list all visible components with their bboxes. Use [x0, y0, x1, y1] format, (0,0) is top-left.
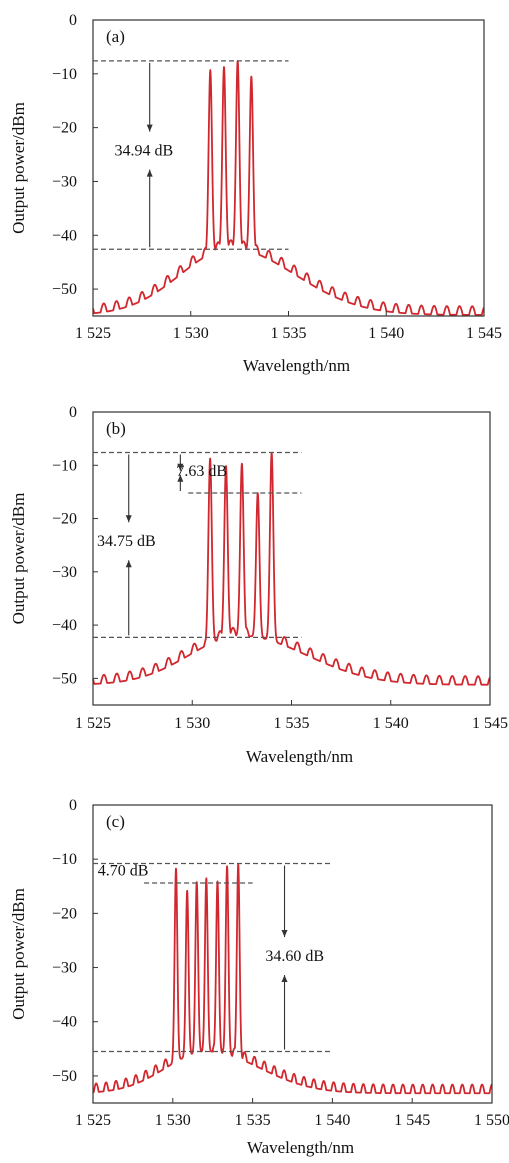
x-tick-label: 1 545	[472, 715, 508, 732]
panel-label: (c)	[106, 812, 125, 831]
x-tick-label: 1 525	[75, 325, 111, 342]
x-tick-label: 1 535	[274, 715, 310, 732]
x-tick-label: 1 545	[394, 1112, 430, 1129]
x-tick-label: 1 530	[155, 1112, 191, 1129]
y-tick-label: −50	[52, 670, 77, 687]
y-tick-label: 0	[69, 797, 77, 814]
y-tick-label: −20	[52, 120, 77, 137]
y-tick-label: 0	[69, 12, 77, 29]
plot-frame	[92, 411, 491, 706]
x-tick-label: 1 540	[373, 715, 409, 732]
annotation-arrow-down-head	[125, 515, 132, 523]
y-tick-label: −10	[52, 66, 77, 83]
x-axis-label: Wavelength/nm	[243, 356, 350, 375]
x-axis-label: Wavelength/nm	[246, 747, 353, 766]
spectrum-line	[92, 60, 485, 316]
y-axis-label: Output power/dBm	[9, 888, 28, 1020]
chart-panel-2: 1 525 1 530 1 535 1 540 1 545 1 550 0 −10 −20 −30…	[9, 797, 509, 1157]
x-tick-label: 1 540	[368, 325, 404, 342]
panel-label: (a)	[106, 27, 125, 46]
annotation-arrow-down-head	[281, 930, 288, 938]
x-tick-label: 1 550	[474, 1112, 509, 1129]
annotation-label: 34.94 dB	[115, 143, 174, 160]
x-tick-label: 1 540	[314, 1112, 350, 1129]
y-tick-label: −40	[52, 1014, 77, 1031]
panel-label: (b)	[106, 419, 126, 438]
y-tick-label: −50	[52, 281, 77, 298]
y-tick-label: −20	[52, 905, 77, 922]
annotation-label: 34.60 dB	[265, 948, 324, 965]
x-tick-label: 1 525	[75, 715, 111, 732]
x-tick-label: 1 530	[173, 325, 209, 342]
x-axis-label: Wavelength/nm	[247, 1138, 354, 1157]
plot-frame	[92, 804, 493, 1104]
spectrum-line	[92, 452, 491, 686]
y-axis-label: Output power/dBm	[9, 493, 28, 625]
x-tick-label: 1 535	[271, 325, 307, 342]
y-tick-label: −10	[52, 457, 77, 474]
annotation-arrow-up-head	[125, 560, 132, 568]
y-tick-label: −10	[52, 851, 77, 868]
y-tick-label: −50	[52, 1068, 77, 1085]
y-tick-label: −40	[52, 617, 77, 634]
y-tick-label: −40	[52, 227, 77, 244]
y-tick-label: −20	[52, 511, 77, 528]
annotation-arrow-down-head	[177, 463, 184, 471]
annotation-label: 4.70 dB	[98, 862, 149, 879]
annotation-label: 34.75 dB	[97, 533, 156, 550]
y-tick-label: 0	[69, 404, 77, 421]
x-tick-label: 1 525	[75, 1112, 111, 1129]
annotation-arrow-up-head	[177, 474, 184, 482]
chart-panel-1: 1 525 1 530 1 535 1 540 1 545 0 −10 −20 −30 −40 −5…	[9, 404, 508, 766]
chart-panel-0: 1 525 1 530 1 535 1 540 1 545 0 −10 −20 −30 −40 −5…	[9, 12, 502, 375]
annotation-arrow-up-head	[281, 975, 288, 983]
annotation-label: 7.63 dB	[176, 463, 227, 480]
y-tick-label: −30	[52, 960, 77, 977]
x-tick-label: 1 535	[235, 1112, 271, 1129]
plot-frame	[92, 19, 485, 317]
annotation-arrow-down-head	[146, 124, 153, 132]
spectrum-line	[92, 863, 493, 1095]
x-tick-label: 1 530	[174, 715, 210, 732]
y-tick-label: −30	[52, 173, 77, 190]
annotation-arrow-up-head	[146, 169, 153, 177]
x-tick-label: 1 545	[466, 325, 502, 342]
y-tick-label: −30	[52, 564, 77, 581]
y-axis-label: Output power/dBm	[9, 102, 28, 234]
